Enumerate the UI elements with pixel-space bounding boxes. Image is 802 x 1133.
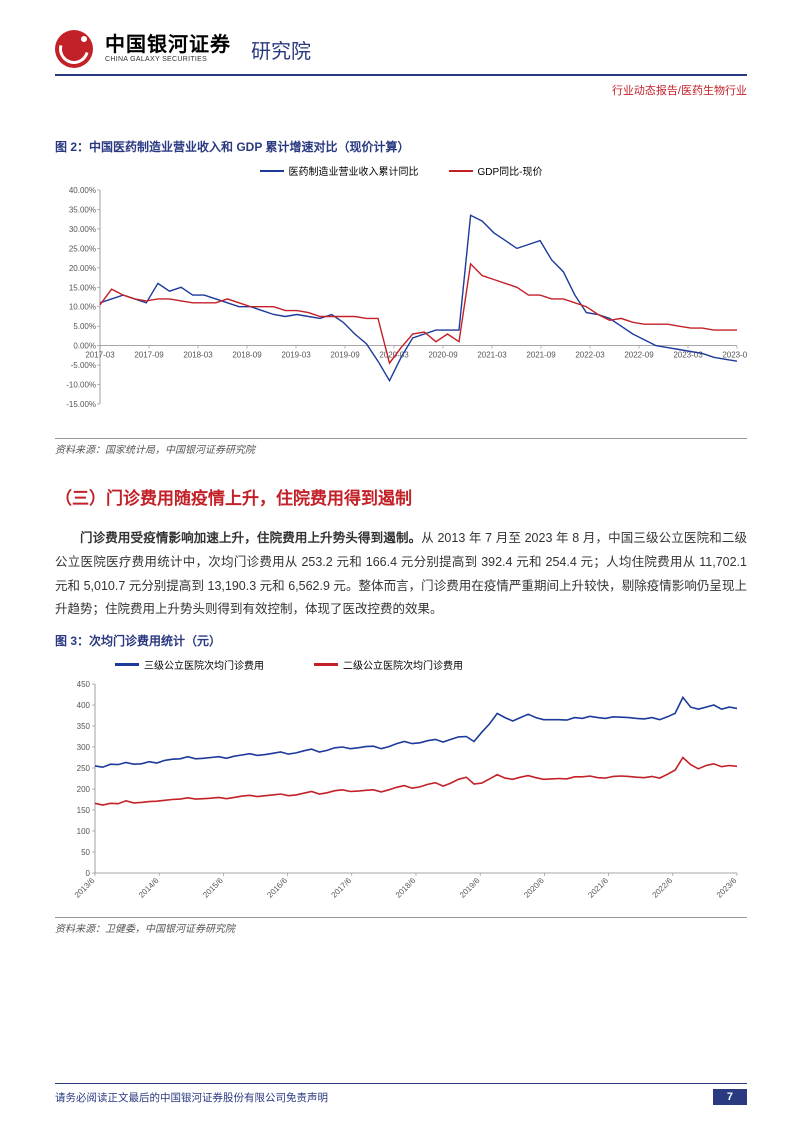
svg-text:25.00%: 25.00% <box>69 244 96 253</box>
legend-label: 三级公立医院次均门诊费用 <box>144 657 264 672</box>
page-number-badge: 7 <box>713 1089 747 1105</box>
legend-swatch-icon <box>260 170 284 172</box>
svg-text:-15.00%: -15.00% <box>66 400 96 409</box>
figure2-svg: -15.00% -10.00% -5.00% 0.00% 5.00% 10.00% 15.0… <box>55 184 747 434</box>
figure3-source: 资料来源：卫健委，中国银河证券研究院 <box>55 917 747 935</box>
svg-text:2017-03: 2017-03 <box>85 351 115 360</box>
legend-swatch-icon <box>314 663 338 666</box>
svg-text:2020/6: 2020/6 <box>522 876 546 900</box>
svg-text:20.00%: 20.00% <box>69 264 96 273</box>
figure2-chart: 医药制造业营业收入累计同比 GDP同比-现价 -15.00% -10.00% -5.… <box>55 163 747 434</box>
legend-swatch-icon <box>449 170 473 172</box>
legend-label: 二级公立医院次均门诊费用 <box>343 657 463 672</box>
svg-text:200: 200 <box>77 785 91 794</box>
figure2-caption: 图 2：中国医药制造业营业收入和 GDP 累计增速对比（现价计算） <box>55 138 747 155</box>
figure3-chart: 三级公立医院次均门诊费用 二级公立医院次均门诊费用 05010015020025… <box>55 657 747 913</box>
svg-text:250: 250 <box>77 764 91 773</box>
svg-text:300: 300 <box>77 743 91 752</box>
legend-swatch-icon <box>115 663 139 666</box>
svg-text:15.00%: 15.00% <box>69 283 96 292</box>
svg-text:2020-09: 2020-09 <box>428 351 458 360</box>
svg-text:350: 350 <box>77 722 91 731</box>
svg-text:2021/6: 2021/6 <box>586 876 610 900</box>
svg-text:2013/6: 2013/6 <box>73 876 97 900</box>
figure2-source: 资料来源：国家统计局，中国银河证券研究院 <box>55 438 747 456</box>
brand-suffix: 研究院 <box>251 35 311 64</box>
svg-text:5.00%: 5.00% <box>73 322 96 331</box>
svg-text:2018/6: 2018/6 <box>394 876 418 900</box>
footer-divider <box>55 1083 747 1085</box>
svg-text:2022-03: 2022-03 <box>575 351 605 360</box>
legend-item: 三级公立医院次均门诊费用 <box>115 657 264 672</box>
header-divider <box>55 74 747 76</box>
legend-item: GDP同比-现价 <box>449 163 543 178</box>
svg-text:450: 450 <box>77 680 91 689</box>
svg-text:2017/6: 2017/6 <box>330 876 354 900</box>
svg-text:2016/6: 2016/6 <box>265 876 289 900</box>
svg-text:10.00%: 10.00% <box>69 303 96 312</box>
footer-disclaimer: 请务必阅读正文最后的中国银河证券股份有限公司免责声明 <box>55 1090 328 1105</box>
svg-text:2023/6: 2023/6 <box>715 876 739 900</box>
figure3-legend: 三级公立医院次均门诊费用 二级公立医院次均门诊费用 <box>55 657 747 672</box>
brand-name-cn: 中国银河证券 <box>105 34 231 56</box>
legend-item: 二级公立医院次均门诊费用 <box>314 657 463 672</box>
body-paragraph: 门诊费用受疫情影响加速上升，住院费用上升势头得到遏制。从 2013 年 7 月至… <box>55 527 747 622</box>
svg-text:2021-03: 2021-03 <box>477 351 507 360</box>
svg-text:2021-09: 2021-09 <box>526 351 556 360</box>
svg-text:2019/6: 2019/6 <box>458 876 482 900</box>
svg-text:2019-03: 2019-03 <box>281 351 311 360</box>
figure2-legend: 医药制造业营业收入累计同比 GDP同比-现价 <box>55 163 747 178</box>
legend-label: 医药制造业营业收入累计同比 <box>289 163 419 178</box>
figure3-svg: 0501001502002503003504004502013/62014/62… <box>55 678 747 913</box>
svg-text:2017-09: 2017-09 <box>134 351 164 360</box>
svg-text:2014/6: 2014/6 <box>137 876 161 900</box>
paragraph-lead: 门诊费用受疫情影响加速上升，住院费用上升势头得到遏制。 <box>80 531 421 545</box>
brand-text-block: 中国银河证券 CHINA GALAXY SECURITIES <box>105 34 231 64</box>
svg-text:2018-09: 2018-09 <box>232 351 262 360</box>
svg-text:2023-09: 2023-09 <box>722 351 747 360</box>
svg-text:-5.00%: -5.00% <box>71 361 96 370</box>
svg-text:2018-03: 2018-03 <box>183 351 213 360</box>
svg-text:2023-03: 2023-03 <box>673 351 703 360</box>
svg-text:30.00%: 30.00% <box>69 225 96 234</box>
page-header: 中国银河证券 CHINA GALAXY SECURITIES 研究院 <box>55 30 747 68</box>
section-heading: （三）门诊费用随疫情上升，住院费用得到遏制 <box>55 484 747 509</box>
svg-text:-10.00%: -10.00% <box>66 381 96 390</box>
svg-text:35.00%: 35.00% <box>69 205 96 214</box>
figure3-caption: 图 3：次均门诊费用统计（元） <box>55 632 747 649</box>
svg-text:2022/6: 2022/6 <box>651 876 675 900</box>
svg-text:2022-09: 2022-09 <box>624 351 654 360</box>
svg-text:100: 100 <box>77 827 91 836</box>
report-tagline: 行业动态报告/医药生物行业 <box>55 82 747 98</box>
svg-text:50: 50 <box>81 848 90 857</box>
svg-text:150: 150 <box>77 806 91 815</box>
svg-text:40.00%: 40.00% <box>69 186 96 195</box>
svg-text:2019-09: 2019-09 <box>330 351 360 360</box>
legend-label: GDP同比-现价 <box>478 163 543 178</box>
page-footer: 请务必阅读正文最后的中国银河证券股份有限公司免责声明 7 <box>55 1083 747 1106</box>
brand-name-en: CHINA GALAXY SECURITIES <box>105 56 231 64</box>
svg-text:0.00%: 0.00% <box>73 342 96 351</box>
svg-text:2015/6: 2015/6 <box>201 876 225 900</box>
brand-logo-icon <box>55 30 93 68</box>
svg-text:400: 400 <box>77 701 91 710</box>
legend-item: 医药制造业营业收入累计同比 <box>260 163 419 178</box>
